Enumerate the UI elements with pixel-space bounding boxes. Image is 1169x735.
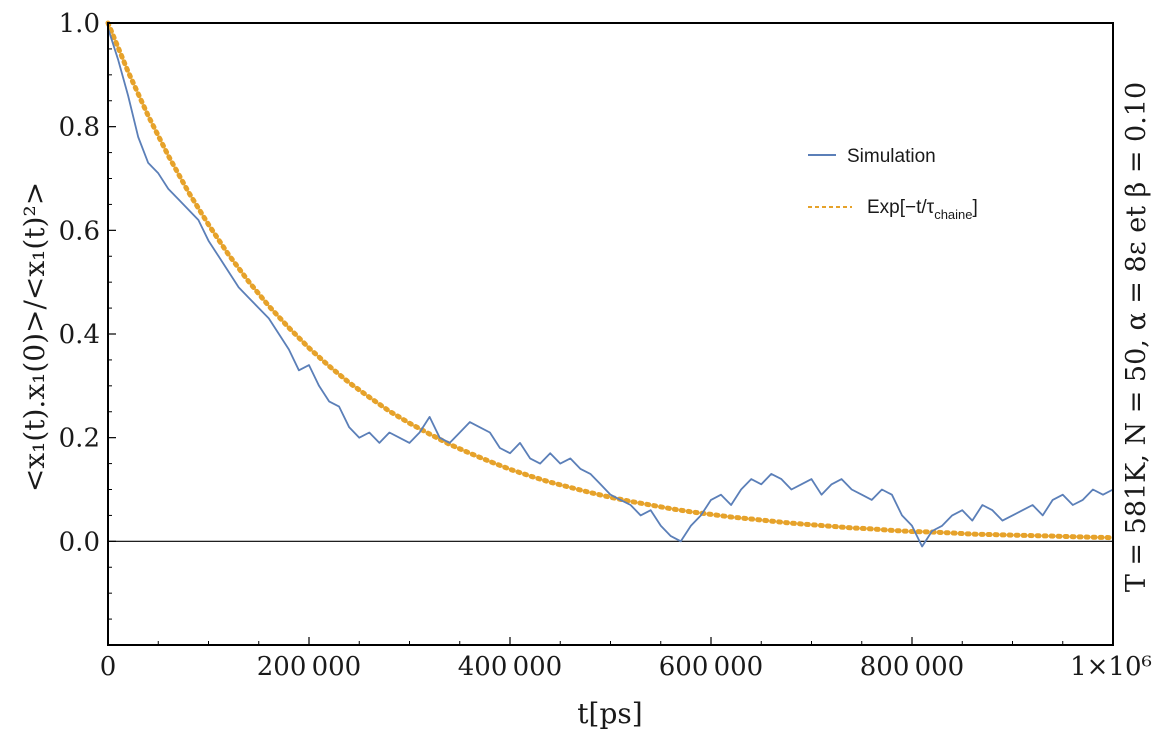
x-tick-label: 0: [100, 652, 117, 682]
legend: Simulation Exp[−t/τchaine]: [808, 146, 978, 222]
y-axis-label: <x₁(t).x₁(0)>/<x₁(t)²>: [18, 182, 51, 492]
legend-exp-label-main: Exp[−t/τ: [867, 197, 935, 218]
y-tick-label: 0.2: [59, 424, 100, 454]
legend-exp-label-end: ]: [973, 197, 978, 218]
y-tick-label: 0.0: [59, 527, 100, 557]
x-axis-ticks: 0 200 000 400 000 600 000 800 000 1×10⁶: [100, 637, 1152, 682]
y-tick-label: 1.0: [59, 9, 100, 39]
x-axis-label: t[ps]: [577, 697, 642, 730]
y-tick-label: 0.6: [59, 216, 100, 246]
legend-exp-label-sub: chaine: [934, 207, 972, 222]
x-tick-label: 200 000: [257, 652, 361, 682]
legend-exp-label: Exp[−t/τchaine]: [867, 197, 978, 222]
simulation-line: [107, 27, 1114, 548]
y-axis-ticks: 0.0 0.2 0.4 0.6 0.8 1.0: [59, 9, 116, 620]
y-tick-label: 0.4: [59, 320, 100, 350]
y-tick-label: 0.8: [59, 113, 100, 143]
x-tick-label: 800 000: [860, 652, 964, 682]
plot-frame: [107, 22, 1114, 646]
x-tick-label: 1×10⁶: [1070, 652, 1152, 682]
series-layer: [105, 20, 1116, 548]
legend-simulation-label: Simulation: [847, 146, 936, 167]
x-tick-label: 600 000: [659, 652, 763, 682]
x-tick-label: 400 000: [458, 652, 562, 682]
side-parameters-label: T = 581K, N = 50, α = 8ε et β = 0.10: [1121, 82, 1152, 592]
exp-fit-line: [105, 20, 1116, 541]
